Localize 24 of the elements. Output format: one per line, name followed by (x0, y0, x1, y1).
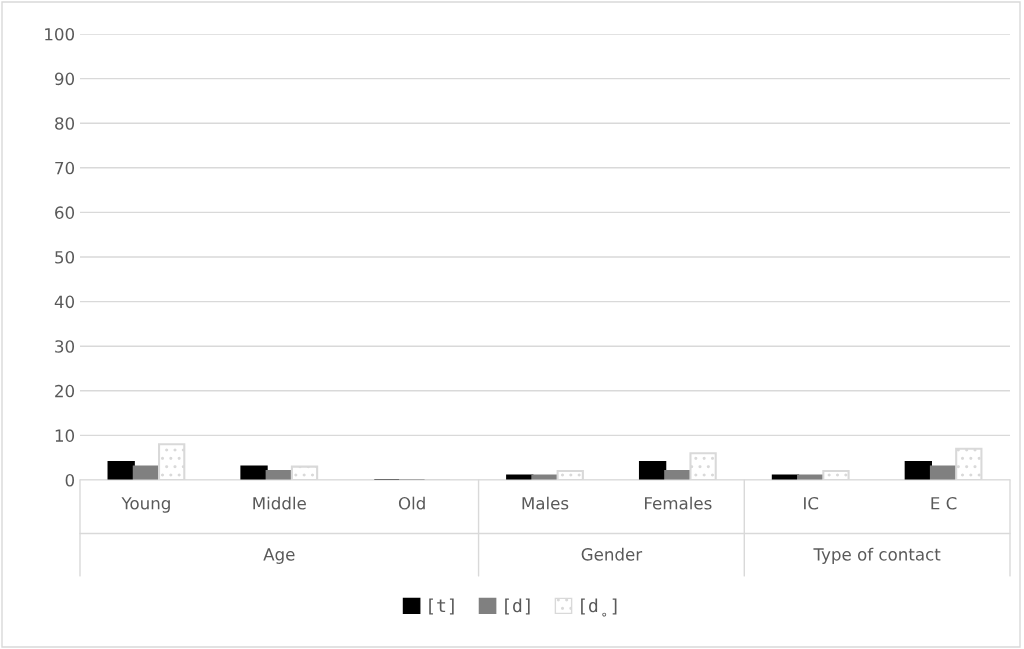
y-tick-label: 70 (55, 161, 75, 175)
y-tick-label: 10 (55, 429, 75, 442)
legend-label: [t] (429, 598, 454, 615)
legend-label: [d] (505, 598, 530, 615)
y-tick-label: 0 (65, 473, 75, 487)
x-tick-label: Old (398, 496, 425, 510)
text: Gender (581, 547, 643, 561)
y-tick-label: 20 (55, 384, 75, 398)
y-tick-label: 100 (45, 27, 75, 41)
y-tick-label: 50 (55, 250, 75, 264)
text: Type of contact (813, 547, 941, 564)
x-tick-label: E C (931, 496, 957, 510)
y-tick-label: 30 (55, 340, 75, 353)
text: Age (263, 548, 295, 564)
x-tick-label: IC (804, 496, 819, 510)
x-tick-label: Females (645, 496, 712, 510)
y-tick-label: 60 (55, 206, 75, 219)
x-tick-label: Males (522, 496, 569, 510)
y-tick-label: 80 (55, 117, 75, 130)
x-tick-label: Young (121, 497, 170, 513)
y-tick-label: 90 (54, 72, 75, 86)
legend-label: [d̥] (581, 598, 617, 617)
x-tick-label: Middle (253, 496, 306, 510)
y-tick-label: 40 (54, 295, 75, 309)
